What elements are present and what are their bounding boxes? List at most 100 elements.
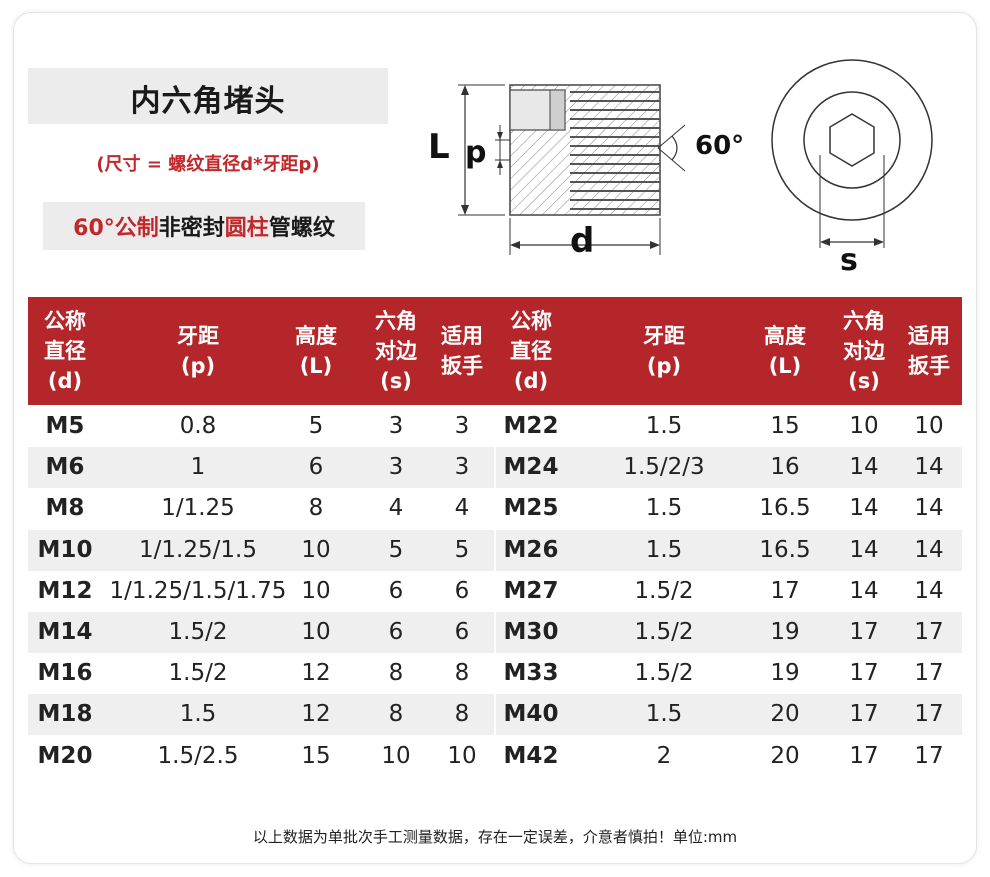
table-cell: 8 bbox=[454, 660, 470, 686]
table-cell: 5 bbox=[454, 537, 470, 563]
header-cell: 公称 直径 (d) bbox=[44, 309, 86, 393]
table-cell: 1.5/2.5 bbox=[157, 743, 239, 769]
header-cell: 公称 直径 (d) bbox=[510, 309, 552, 393]
table-cell: 14 bbox=[849, 495, 879, 521]
nominal-diameter-cell: M30 bbox=[503, 619, 559, 645]
side-view: L p 60° d bbox=[428, 84, 744, 261]
hex-size-label: s bbox=[840, 243, 858, 278]
table-cell: 0.8 bbox=[179, 413, 217, 439]
thread-lines bbox=[570, 91, 660, 210]
header-cell: 高度 (L) bbox=[295, 324, 337, 378]
thread-type-nonseal: 非密封 bbox=[158, 216, 225, 241]
nominal-diameter-cell: M6 bbox=[45, 454, 85, 480]
table-cell: 2 bbox=[656, 743, 672, 769]
nominal-diameter-cell: M8 bbox=[45, 495, 85, 521]
table-cell: 16.5 bbox=[759, 495, 811, 521]
table-cell: 3 bbox=[388, 454, 404, 480]
header-cell: 六角 对边 (s) bbox=[843, 309, 885, 393]
header-cell: 六角 对边 (s) bbox=[375, 309, 417, 393]
table-cell: 3 bbox=[388, 413, 404, 439]
table-cell: 8 bbox=[308, 495, 324, 521]
nominal-diameter-cell: M27 bbox=[503, 578, 559, 604]
table-cell: 17 bbox=[914, 660, 944, 686]
top-view: s bbox=[771, 59, 933, 278]
thread-type-cylinder: 圆柱 bbox=[224, 216, 269, 241]
table-cell: 1.5/2 bbox=[634, 660, 694, 686]
table-cell: 3 bbox=[454, 454, 470, 480]
table-cell: 20 bbox=[770, 743, 800, 769]
table-cell: 10 bbox=[301, 537, 331, 563]
table-cell: 1.5/2 bbox=[168, 660, 228, 686]
table-cell: 1.5/2 bbox=[634, 578, 694, 604]
table-row-stripe bbox=[28, 694, 494, 735]
table-cell: 5 bbox=[308, 413, 324, 439]
header-cell: 牙距 (p) bbox=[177, 324, 219, 378]
table-cell: 19 bbox=[770, 619, 800, 645]
table-cell: 17 bbox=[849, 743, 879, 769]
angle-label: 60° bbox=[695, 131, 744, 161]
nominal-diameter-cell: M18 bbox=[37, 701, 93, 727]
thread-type-background bbox=[43, 202, 365, 250]
table-cell: 1.5/2 bbox=[168, 619, 228, 645]
table-cell: 1.5 bbox=[645, 701, 683, 727]
table-cell: 4 bbox=[454, 495, 470, 521]
table-cell: 10 bbox=[447, 743, 477, 769]
plug-diagram: L p 60° d s bbox=[428, 59, 933, 278]
table-cell: 17 bbox=[914, 619, 944, 645]
table-cell: 19 bbox=[770, 660, 800, 686]
table-cell: 14 bbox=[849, 454, 879, 480]
table-cell: 10 bbox=[849, 413, 879, 439]
table-row-stripe bbox=[28, 612, 494, 653]
table-cell: 6 bbox=[388, 619, 404, 645]
nominal-diameter-cell: M25 bbox=[503, 495, 559, 521]
table-cell: 14 bbox=[914, 578, 944, 604]
table-cell: 17 bbox=[914, 701, 944, 727]
thread-type: 60°公制非密封圆柱管螺纹 bbox=[43, 210, 365, 242]
table-cell: 1.5 bbox=[645, 537, 683, 563]
table-cell: 14 bbox=[849, 578, 879, 604]
table-cell: 10 bbox=[301, 619, 331, 645]
table-cell: 4 bbox=[388, 495, 404, 521]
nominal-diameter-cell: M40 bbox=[503, 701, 559, 727]
table-cell: 1.5 bbox=[179, 701, 217, 727]
product-title: 内六角堵头 bbox=[130, 84, 286, 119]
table-cell: 17 bbox=[914, 743, 944, 769]
table-cell: 1/1.25 bbox=[161, 495, 235, 521]
nominal-diameter-cell: M26 bbox=[503, 537, 559, 563]
table-cell: 8 bbox=[388, 660, 404, 686]
table-cell: 17 bbox=[849, 701, 879, 727]
table-cell: 1.5/2 bbox=[634, 619, 694, 645]
table-cell: 16 bbox=[770, 454, 800, 480]
table-row-stripe bbox=[28, 447, 494, 488]
nominal-diameter-cell: M33 bbox=[503, 660, 559, 686]
table-cell: 12 bbox=[301, 660, 331, 686]
table-cell: 5 bbox=[388, 537, 404, 563]
table-cell: 16.5 bbox=[759, 537, 811, 563]
table-cell: 10 bbox=[914, 413, 944, 439]
diameter-label: d bbox=[570, 221, 594, 261]
nominal-diameter-cell: M12 bbox=[37, 578, 93, 604]
size-formula: (尺寸 = 螺纹直径d*牙距p) bbox=[96, 154, 320, 175]
table-cell: 8 bbox=[454, 701, 470, 727]
table-cell: 3 bbox=[454, 413, 470, 439]
nominal-diameter-cell: M5 bbox=[45, 413, 85, 439]
thread-type-metric: 60°公制 bbox=[73, 216, 159, 241]
table-header bbox=[28, 297, 962, 405]
nominal-diameter-cell: M42 bbox=[503, 743, 559, 769]
table-cell: 20 bbox=[770, 701, 800, 727]
nominal-diameter-cell: M24 bbox=[503, 454, 559, 480]
nominal-diameter-cell: M20 bbox=[37, 743, 93, 769]
title-background bbox=[28, 68, 388, 124]
header-cell: 牙距 (p) bbox=[643, 324, 685, 378]
pitch-label: p bbox=[465, 135, 486, 170]
footnote: 以上数据为单批次手工测量数据，存在一定误差，介意者慎拍！单位:mm bbox=[252, 828, 738, 846]
length-label: L bbox=[428, 127, 450, 167]
nominal-diameter-cell: M22 bbox=[503, 413, 559, 439]
header-cell: 高度 (L) bbox=[764, 324, 806, 378]
table-row-stripe bbox=[496, 694, 962, 735]
table-cell: 14 bbox=[914, 454, 944, 480]
table-cell: 6 bbox=[454, 578, 470, 604]
table-row-stripe bbox=[496, 447, 962, 488]
table-cell: 6 bbox=[454, 619, 470, 645]
nominal-diameter-cell: M14 bbox=[37, 619, 93, 645]
